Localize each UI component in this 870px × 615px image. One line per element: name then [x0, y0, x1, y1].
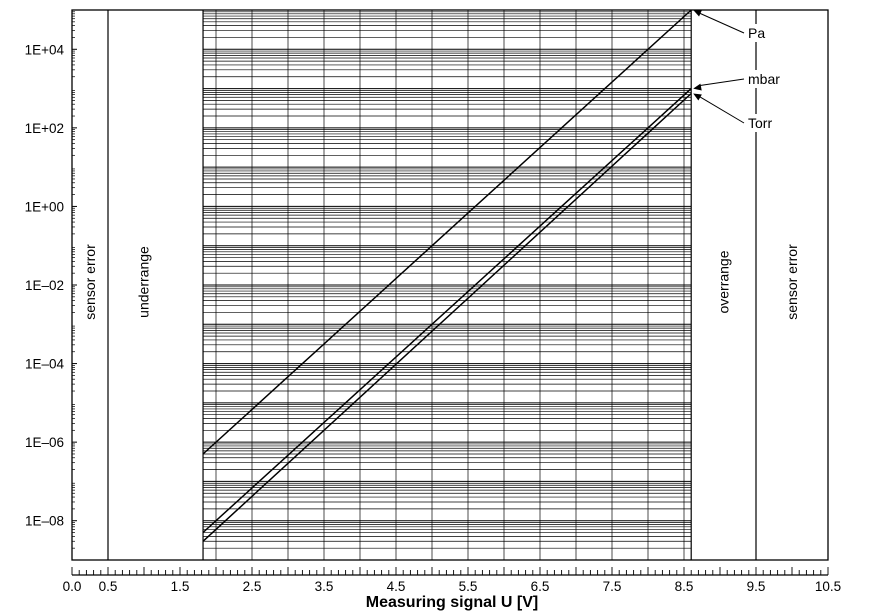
x-tick-label: 9.5 [747, 579, 766, 594]
y-tick-label: 1E–02 [25, 278, 64, 293]
series-label-leader [699, 78, 745, 87]
region-labels: sensor error underrange overrange sensor er… [82, 244, 800, 320]
series-labels: Pa mbar Torr [693, 10, 788, 132]
series-label-arrow [693, 93, 702, 101]
y-tick-label: 1E–08 [25, 514, 64, 529]
y-tick-label: 1E+04 [25, 42, 65, 57]
x-tick-label: 7.5 [603, 579, 622, 594]
series-line-mbar [202, 88, 692, 534]
x-tick-label: 1.5 [171, 579, 190, 594]
y-tick-label: 1E–04 [25, 357, 65, 372]
series-label-leader [698, 12, 745, 34]
x-axis-ticks: 0.0 0.5 1.5 2.5 3.5 4.5 5.5 6.5 7.5 8.5 9.5 10.5 [63, 567, 841, 594]
series-label-arrow [693, 83, 702, 91]
series-label-arrow [693, 10, 702, 17]
series-line-torr [202, 92, 692, 542]
region-label-sensor-error: sensor error [784, 244, 800, 320]
x-axis-title: Measuring signal U [V] [366, 594, 538, 611]
x-tick-label: 4.5 [387, 579, 406, 594]
y-tick-label: 1E–06 [25, 435, 64, 450]
x-tick-label: 0.0 [63, 579, 82, 594]
region-dividers [107, 10, 757, 560]
series-label-pa: Pa [748, 25, 765, 41]
x-tick-label: 0.5 [99, 579, 118, 594]
region-label-sensor-error: sensor error [82, 244, 98, 320]
x-tick-label: 6.5 [531, 579, 550, 594]
x-tick-label: 2.5 [243, 579, 262, 594]
grid [203, 10, 692, 561]
series-label-bg [744, 24, 788, 42]
y-tick-label: 1E+00 [25, 199, 64, 214]
y-tick-label: 1E+02 [25, 121, 64, 136]
series-line-pa [202, 9, 692, 455]
series-label-bg [744, 114, 788, 132]
x-tick-label: 10.5 [815, 579, 841, 594]
y-axis-ticks: 1E+04 1E+02 1E+00 1E–02 1E–04 1E–06 1E–08 [25, 11, 77, 549]
x-tick-label: 3.5 [315, 579, 334, 594]
series-label-leader [698, 96, 745, 124]
series-lines [202, 9, 692, 542]
region-label-overrange: overrange [716, 250, 732, 313]
x-tick-label: 5.5 [459, 579, 478, 594]
series-label-bg [744, 70, 788, 88]
series-label-torr: Torr [748, 115, 772, 131]
x-tick-label: 8.5 [675, 579, 694, 594]
series-label-mbar: mbar [748, 71, 780, 87]
region-label-underrange: underrange [136, 246, 152, 318]
